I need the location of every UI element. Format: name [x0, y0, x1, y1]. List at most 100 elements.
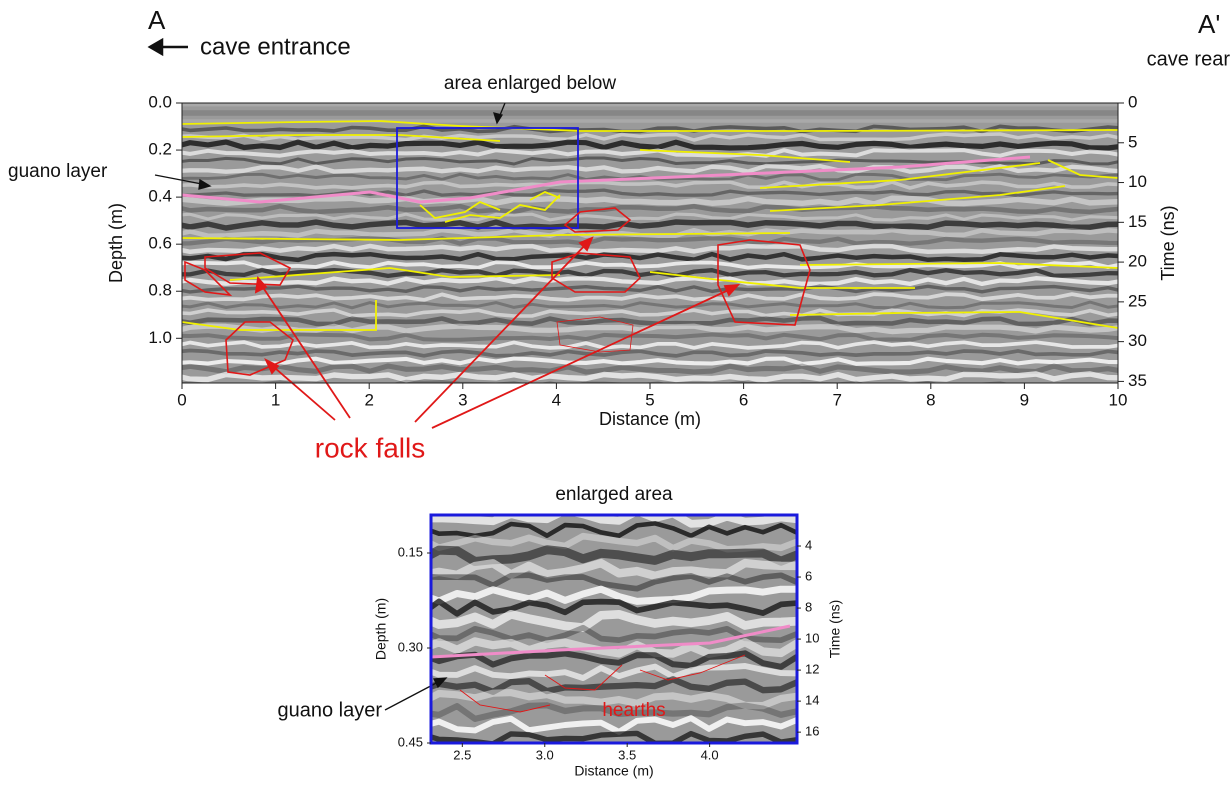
image-band — [182, 243, 1118, 255]
layer-label: guano layer — [277, 699, 382, 721]
x-axis-label: Distance (m) — [574, 762, 653, 778]
x-tick-label: 8 — [926, 390, 935, 409]
image-band — [431, 676, 797, 695]
x-tick-label: 2.5 — [453, 748, 471, 763]
y2-tick-label: 10 — [805, 631, 819, 646]
image-band — [431, 598, 797, 617]
x-tick-label: 3.0 — [536, 748, 554, 763]
image-band — [182, 227, 1118, 239]
start-text: cave entrance — [200, 33, 351, 60]
section-start: A — [148, 5, 166, 35]
image-band — [182, 260, 1118, 270]
entrance-arrow — [147, 37, 188, 57]
x-tick-label: 4.0 — [701, 748, 719, 763]
y2-tick-label: 0 — [1128, 92, 1137, 111]
box-label: area enlarged below — [444, 73, 616, 94]
radargram-image — [431, 515, 797, 743]
image-band — [182, 356, 1118, 366]
image-band — [431, 585, 797, 605]
image-band — [431, 572, 797, 592]
radargram-image — [182, 103, 1118, 383]
y2-tick-label: 5 — [1128, 132, 1137, 151]
x-tick-label: 3.5 — [618, 748, 636, 763]
image-band — [431, 532, 797, 553]
guano-line — [430, 624, 791, 659]
image-band — [182, 371, 1118, 383]
y2-tick-label: 16 — [805, 724, 819, 739]
image-band — [182, 332, 1118, 342]
image-band — [182, 180, 1118, 190]
y-tick-label: 0.6 — [148, 234, 172, 253]
end-text: cave rear — [1147, 48, 1230, 70]
x-tick-label: 1 — [271, 390, 280, 409]
y2-tick-label: 6 — [805, 568, 812, 583]
image-band — [182, 251, 1118, 263]
image-band — [182, 139, 1118, 151]
image-band — [431, 558, 797, 580]
image-band — [182, 124, 1118, 134]
y2-tick-label: 25 — [1128, 291, 1147, 310]
feature-label: hearths — [602, 700, 665, 721]
x-tick-label: 9 — [1020, 390, 1029, 409]
image-band — [431, 650, 797, 670]
y-tick-label: 0.2 — [148, 140, 172, 159]
y-tick-label: 0.30 — [398, 639, 423, 654]
y2-tick-label: 15 — [1128, 212, 1147, 231]
image-band — [182, 195, 1118, 207]
x-tick-label: 6 — [739, 390, 748, 409]
section-end: A' — [1198, 9, 1220, 39]
x-tick-label: 10 — [1109, 390, 1128, 409]
pointer-arrows — [154, 102, 506, 711]
enlarge-box — [396, 127, 579, 229]
image-band — [182, 203, 1118, 215]
rock-fall-outlines — [184, 207, 811, 376]
image-band — [182, 308, 1118, 318]
y2-tick-label: 12 — [805, 662, 819, 677]
x-tick-label: 7 — [832, 390, 841, 409]
image-band — [182, 276, 1118, 287]
image-band — [431, 515, 797, 528]
x-axis-label: Distance (m) — [599, 409, 701, 429]
image-band — [431, 702, 797, 722]
y-tick-label: 0.15 — [398, 544, 423, 559]
y-tick-label: 1.0 — [148, 328, 172, 347]
y-tick-label: 0.4 — [148, 187, 172, 206]
layer-label: guano layer — [8, 161, 108, 182]
x-tick-label: 2 — [364, 390, 373, 409]
image-band — [182, 132, 1118, 142]
image-band — [431, 689, 797, 710]
y2-tick-label: 35 — [1128, 371, 1147, 390]
plot-frame — [429, 513, 799, 745]
y2-axis-label: Time (ns) — [827, 600, 843, 659]
image-band — [182, 148, 1118, 158]
guano-line — [181, 155, 1031, 204]
image-band — [182, 363, 1118, 375]
image-band — [431, 730, 797, 743]
y-axis-label: Depth (m) — [106, 203, 126, 283]
image-band — [182, 284, 1118, 294]
image-band — [182, 219, 1118, 231]
image-band — [182, 300, 1118, 310]
x-tick-label: 4 — [552, 390, 561, 409]
chart-title: enlarged area — [555, 484, 673, 505]
image-band — [431, 521, 797, 539]
y-axis-label: Depth (m) — [372, 598, 388, 660]
y2-tick-label: 14 — [805, 693, 819, 708]
image-band — [182, 323, 1118, 335]
image-band — [182, 267, 1118, 279]
axes: 0 1 2 3 4 5 6 7 8 9 100.00.20.40.60.81.00510152025… — [106, 92, 1178, 778]
y2-tick-label: 4 — [805, 537, 812, 552]
image-band — [431, 663, 797, 682]
y2-tick-label: 8 — [805, 599, 812, 614]
y-tick-label: 0.45 — [398, 734, 423, 749]
y2-tick-label: 20 — [1128, 252, 1147, 271]
hearth-lines — [459, 654, 746, 713]
rock-fall-arrows — [254, 236, 741, 429]
x-tick-label: 3 — [458, 390, 467, 409]
x-tick-label: 5 — [645, 390, 654, 409]
image-band — [182, 292, 1118, 302]
image-band — [182, 315, 1118, 327]
x-tick-label: 0 — [177, 390, 186, 409]
image-band — [431, 609, 797, 632]
